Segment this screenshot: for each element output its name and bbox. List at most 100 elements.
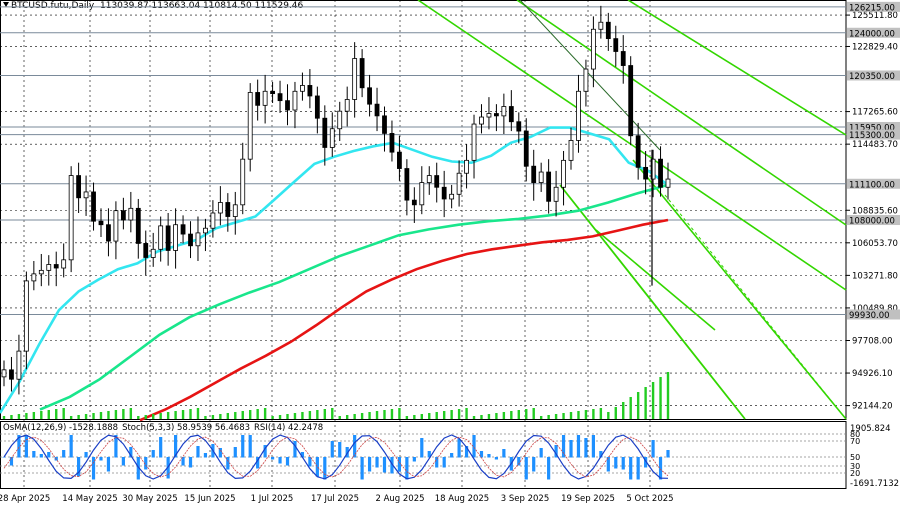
osma-bar [494, 457, 499, 460]
volume-bar [25, 413, 28, 419]
volume-bar [487, 414, 491, 419]
candle-body [643, 166, 649, 180]
candle-body [285, 100, 290, 111]
osma-bar [412, 457, 416, 462]
x-axis-label: 2 Aug 2025 [375, 494, 424, 504]
candle-body [598, 21, 604, 30]
candle-body [232, 204, 238, 217]
candle-body [329, 128, 335, 148]
volume-bar [69, 416, 73, 419]
osma-bar [353, 435, 357, 458]
level-label-bg [847, 129, 900, 140]
osma-bar [464, 446, 469, 458]
candle-body [456, 172, 462, 195]
volume-bar [554, 414, 558, 419]
osma-bar [91, 457, 96, 480]
y-axis-label: 97708.00 [852, 336, 893, 346]
trend-channel-line[interactable] [627, 0, 847, 136]
candle-body [546, 171, 552, 202]
candle-body [16, 350, 22, 380]
level-label-bg [847, 215, 900, 226]
osma-bar [196, 446, 200, 458]
trend-channel-line[interactable] [632, 159, 847, 420]
candle-body [128, 207, 134, 221]
trend-channel-line[interactable] [559, 184, 746, 420]
osma-bar [427, 451, 431, 458]
candle-body [434, 175, 440, 188]
volume-bar [249, 410, 252, 419]
volume-bar [189, 409, 192, 419]
volume-bar [577, 411, 580, 419]
candle-body [217, 202, 223, 214]
level-label: 120350.00 [849, 72, 895, 82]
osma-bar [658, 457, 663, 480]
candle-body [173, 224, 178, 251]
candle-body [494, 113, 499, 117]
y-axis-label: 122829.40 [852, 42, 898, 52]
volume-bar [525, 409, 528, 419]
y-axis-label: 125511.80 [852, 11, 898, 21]
trend-channel-line[interactable] [595, 229, 716, 331]
x-axis-label: 18 Aug 2025 [435, 494, 489, 504]
osma-bar [24, 435, 28, 458]
osma-bar [315, 457, 319, 477]
main-plot-frame [0, 0, 847, 420]
candle-body [247, 92, 253, 160]
volume-bar [301, 412, 304, 419]
volume-bar [211, 415, 215, 419]
volume-bar [442, 411, 446, 419]
oscillator-frame [0, 421, 847, 489]
volume-bar [286, 414, 289, 419]
candle-body [620, 51, 626, 66]
osma-bar [539, 448, 543, 458]
volume-bar [323, 409, 327, 419]
osma-bar [181, 457, 185, 466]
volume-bar [331, 408, 334, 419]
candle-body [352, 58, 358, 100]
osma-bar [629, 457, 633, 480]
level-label: 124000.00 [849, 29, 895, 39]
volume-bar [495, 413, 498, 419]
candle-body [270, 90, 275, 95]
oscillator-level-label: 20 [850, 469, 860, 478]
ema-slow-line [139, 218, 669, 422]
volume-bar [226, 413, 230, 419]
trend-line[interactable] [519, 0, 661, 151]
osma-bar [278, 457, 282, 464]
volume-bar [114, 410, 118, 419]
volume-bar [2, 416, 6, 419]
candle-body [68, 175, 74, 261]
osma-bar [226, 457, 230, 470]
osma-bar [457, 439, 461, 458]
osma-bar [62, 450, 66, 458]
volume-bar [77, 415, 80, 419]
volume-bar [651, 382, 655, 419]
osma-bar [17, 435, 21, 458]
candle-body [98, 220, 104, 226]
level-label: 108000.00 [849, 217, 895, 227]
osma-bar [599, 451, 603, 458]
osma-bar [106, 457, 111, 472]
volume-bar [129, 408, 133, 419]
trend-channel-line[interactable] [417, 0, 847, 291]
osma-bar [502, 449, 506, 458]
osma-bar [129, 447, 133, 458]
volume-bar [40, 411, 43, 419]
candle-body [658, 158, 663, 188]
osma-bar [323, 457, 327, 480]
trend-channel-line[interactable] [516, 0, 847, 226]
osma-bar [644, 457, 648, 468]
candle-body [113, 210, 119, 242]
level-label: 126215.00 [849, 3, 895, 13]
volume-bar [450, 410, 453, 419]
level-label-bg [847, 1, 900, 12]
y-axis-label: 103271.80 [852, 271, 898, 281]
osma-bar [241, 435, 245, 458]
candle-body [150, 248, 156, 258]
volume-bar [353, 414, 356, 419]
candle-body [359, 58, 365, 89]
candle-body [46, 264, 52, 271]
volume-bar [338, 416, 341, 419]
volume-bar [629, 397, 632, 419]
